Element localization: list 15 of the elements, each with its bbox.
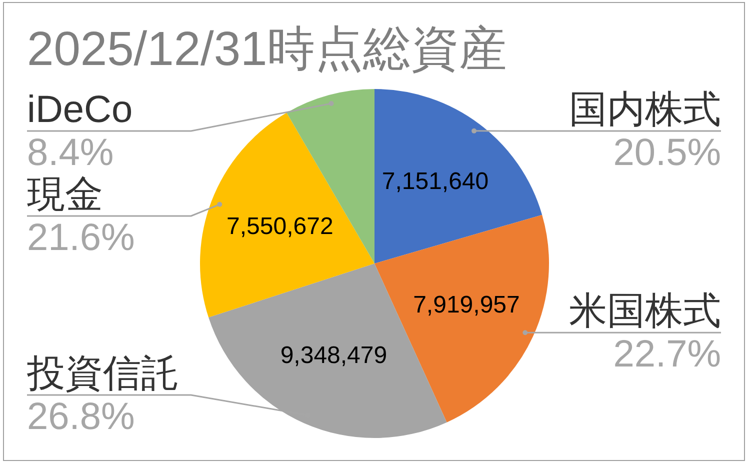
text: 7,550,672 bbox=[226, 213, 334, 240]
text: 9,348,479 bbox=[280, 342, 388, 369]
slice-label: 現金 bbox=[27, 174, 103, 216]
slice-label: 投資信託 bbox=[26, 353, 179, 395]
data-label: 8.4% bbox=[27, 132, 114, 174]
data-label: 21.6% bbox=[27, 217, 135, 259]
slice-label: 国内株式 bbox=[569, 89, 721, 131]
data-label: 22.7% bbox=[613, 334, 721, 376]
chart-title: 2025/12/31時点総資産 bbox=[27, 23, 508, 76]
slice-label: iDeCo bbox=[27, 89, 133, 131]
text: 7,919,957 bbox=[413, 291, 520, 318]
slice-label: 米国株式 bbox=[569, 290, 721, 333]
data-label: 20.5% bbox=[613, 132, 721, 174]
text: 7,151,640 bbox=[382, 168, 489, 196]
data-label: 26.8% bbox=[27, 396, 135, 438]
